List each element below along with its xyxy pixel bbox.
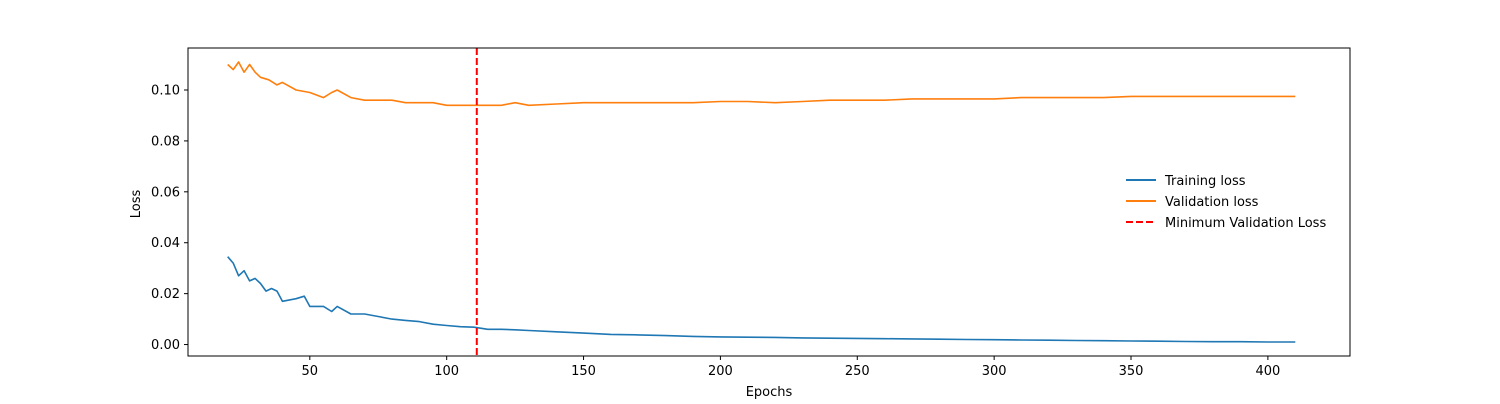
x-tick-label: 100 [434, 364, 459, 379]
y-axis-label: Loss [129, 190, 144, 219]
y-tick-label: 0.08 [151, 134, 180, 149]
validation-loss-line [227, 61, 1296, 107]
x-tick-label: 150 [571, 364, 596, 379]
x-tick-label: 50 [302, 364, 319, 379]
legend: Training loss Validation loss Minimum Vali… [1126, 174, 1326, 231]
legend-label-training-loss: Training loss [1164, 174, 1246, 189]
x-tick-label: 350 [1119, 364, 1144, 379]
y-tick-label: 0.00 [151, 338, 180, 353]
x-tick-label: 400 [1255, 364, 1280, 379]
legend-label-validation-loss: Validation loss [1165, 195, 1259, 210]
y-tick-label: 0.02 [151, 287, 180, 302]
x-tick-label: 250 [845, 364, 870, 379]
x-tick-label: 300 [982, 364, 1007, 379]
x-tick-label: 200 [708, 364, 733, 379]
series-layer [227, 48, 1296, 356]
x-axis-label: Epochs [746, 385, 793, 400]
y-axis-ticks: 0.00 0.02 0.04 0.06 0.08 0.10 [151, 84, 188, 353]
y-tick-label: 0.10 [151, 84, 180, 99]
plot-area-frame [187, 47, 1351, 357]
legend-label-minimum-validation-loss: Minimum Validation Loss [1165, 216, 1326, 231]
y-tick-label: 0.06 [151, 185, 180, 200]
y-tick-label: 0.04 [151, 236, 180, 251]
training-loss-line [227, 256, 1296, 343]
x-axis-ticks: 50 100 150 200 250 300 350 400 [302, 356, 1280, 379]
